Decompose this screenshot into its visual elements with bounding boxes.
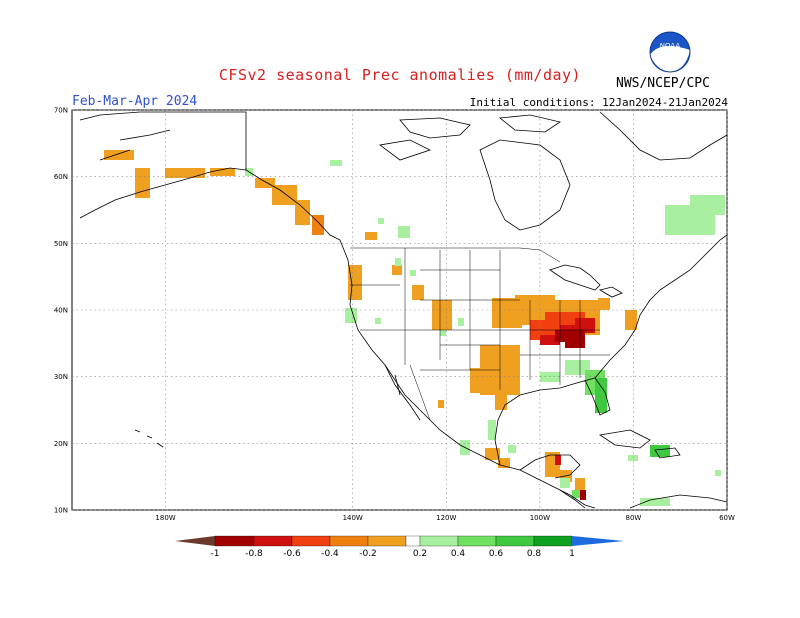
colorbar-tick-label: 0.2 — [413, 549, 427, 559]
anomaly-cell — [565, 340, 585, 348]
colorbar-low-arrow — [175, 536, 215, 546]
colorbar-swatch — [495, 535, 535, 547]
anomaly-cell — [560, 478, 570, 488]
lat-label: 70N — [54, 107, 68, 115]
colorbar-swatch — [405, 535, 421, 547]
colorbar-swatch — [533, 535, 573, 547]
lon-label: 100W — [530, 514, 550, 522]
anomaly-cell — [104, 150, 134, 160]
colorbar-tick-label: -1 — [211, 549, 220, 559]
colorbar-swatch — [329, 535, 369, 547]
colorbar-tick-label: -0.4 — [321, 549, 339, 559]
anomaly-cell — [440, 330, 446, 336]
lon-label: 60W — [719, 514, 735, 522]
anomaly-cell — [470, 368, 500, 393]
anomaly-cell — [508, 445, 516, 453]
anomaly-cell — [330, 160, 342, 166]
initial-conditions-label: Initial conditions: 12Jan2024-21Jan2024 — [469, 96, 728, 109]
noaa-logo-text: NOAA — [660, 42, 681, 50]
anomaly-cell — [565, 360, 590, 375]
lat-label: 40N — [54, 307, 68, 315]
anomaly-cell — [485, 448, 500, 460]
lon-label: 180W — [155, 514, 175, 522]
anomaly-cell — [540, 335, 560, 345]
lat-label: 10N — [54, 507, 68, 515]
anomaly-cell — [625, 310, 637, 330]
anomaly-cell — [412, 285, 424, 300]
lon-label: 120W — [436, 514, 456, 522]
anomaly-cell — [255, 178, 275, 188]
anomaly-cell — [628, 455, 638, 461]
colorbar-high-arrow — [572, 536, 624, 546]
anomaly-cell — [395, 258, 401, 266]
latitude-labels: 70N 60N 50N 40N 30N 20N 10N — [54, 107, 68, 515]
colorbar-tick-label: 0.4 — [451, 549, 466, 559]
colorbar-swatch — [367, 535, 407, 547]
anomaly-cell — [458, 318, 464, 326]
anomaly-cells — [104, 150, 725, 506]
anomaly-cell — [135, 168, 150, 198]
season-label: Feb-Mar-Apr 2024 — [72, 94, 198, 109]
anomaly-cell — [555, 330, 585, 342]
anomaly-cell — [432, 300, 452, 330]
colorbar-swatch — [291, 535, 331, 547]
anomaly-cell — [392, 265, 402, 275]
agency-label: NWS/NCEP/CPC — [616, 76, 710, 91]
colorbar: -1 -0.8 -0.6 -0.4 -0.2 0.2 0.4 0.6 0.8 1 — [175, 535, 624, 559]
anomaly-cell — [410, 270, 416, 276]
anomaly-cell — [348, 265, 362, 300]
anomaly-cell — [345, 308, 357, 323]
lat-label: 60N — [54, 173, 68, 181]
anomaly-cell — [398, 226, 410, 238]
colorbar-tick-label: 1 — [569, 549, 575, 559]
map-title: CFSv2 seasonal Prec anomalies (mm/day) — [218, 66, 582, 84]
anomaly-cell — [640, 498, 670, 506]
anomaly-cell — [438, 400, 444, 408]
longitude-labels: 180W 140W 120W 100W 80W 60W — [155, 514, 735, 522]
anomaly-cell — [580, 490, 586, 500]
anomaly-cell — [572, 490, 580, 498]
anomaly-cell — [375, 318, 381, 324]
anomaly-cell — [690, 195, 725, 215]
anomaly-cell — [595, 378, 607, 413]
colorbar-swatch — [253, 535, 293, 547]
colorbar-tick-label: 0.6 — [489, 549, 504, 559]
anomaly-cell — [312, 215, 324, 235]
anomaly-cell — [598, 298, 610, 310]
anomaly-cell — [488, 420, 496, 440]
colorbar-tick-label: -0.6 — [283, 549, 301, 559]
lat-label: 30N — [54, 373, 68, 381]
lat-label: 50N — [54, 240, 68, 248]
anomaly-cell — [378, 218, 384, 224]
colorbar-swatch — [214, 535, 255, 547]
graticule — [72, 109, 728, 511]
colorbar-tick-label: -0.2 — [359, 549, 377, 559]
colorbar-swatch — [419, 535, 459, 547]
anomaly-cell — [272, 185, 297, 205]
colorbar-tick-label: -0.8 — [245, 549, 263, 559]
noaa-logo: NOAA — [649, 31, 691, 73]
anomaly-cell — [495, 395, 507, 410]
colorbar-tick-label: 0.8 — [527, 549, 542, 559]
anomaly-cell — [575, 478, 585, 492]
anomaly-cell — [555, 455, 561, 465]
lat-label: 20N — [54, 440, 68, 448]
anomaly-cell — [498, 458, 510, 468]
anomaly-cell — [210, 168, 235, 176]
anomaly-cell — [540, 372, 560, 382]
colorbar-swatch — [457, 535, 497, 547]
anomaly-cell — [365, 232, 377, 240]
anomaly-cell — [295, 200, 310, 225]
lon-label: 140W — [343, 514, 363, 522]
anomaly-cell — [165, 168, 205, 178]
political-borders — [350, 247, 610, 421]
anomaly-cell — [715, 470, 721, 476]
lon-label: 80W — [626, 514, 642, 522]
coastlines — [79, 111, 728, 509]
anomaly-cell — [650, 445, 670, 457]
